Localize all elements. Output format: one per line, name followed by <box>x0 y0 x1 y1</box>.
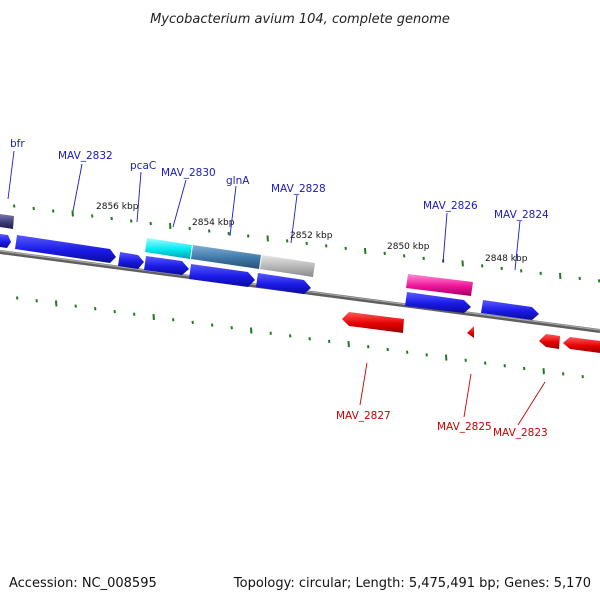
kbp-label: 2852 kbp <box>290 231 333 241</box>
kbp-label: 2856 kbp <box>96 202 139 212</box>
leader-line <box>442 212 448 264</box>
forward-gene-labels: bfr MAV_2832 pcaC MAV_2830 glnA MAV_2828… <box>10 138 549 221</box>
leader-line <box>229 185 237 237</box>
gene-label[interactable]: MAV_2823 <box>493 427 548 439</box>
gene-MAV_2826[interactable] <box>406 274 473 296</box>
gene-label[interactable]: MAV_2827 <box>336 410 391 422</box>
gene-label[interactable]: MAV_2825 <box>437 421 492 433</box>
gene-label[interactable]: MAV_2830 <box>161 167 216 179</box>
gene-arrow[interactable] <box>189 264 255 287</box>
gene-arrow[interactable] <box>256 273 311 294</box>
leader-line <box>7 150 15 200</box>
leader-line <box>172 179 187 228</box>
genome-summary-text: Topology: circular; Length: 5,475,491 bp… <box>233 576 591 591</box>
gene-label[interactable]: MAV_2824 <box>494 209 549 221</box>
map-title: Mycobacterium avium 104, complete genome <box>150 12 450 27</box>
gene-arrow-MAV_2823[interactable] <box>539 334 560 349</box>
gene-label[interactable]: glnA <box>226 175 250 187</box>
leader-line <box>463 373 472 418</box>
kbp-label: 2848 kbp <box>485 254 528 264</box>
gene-arrow[interactable] <box>405 292 471 313</box>
leader-line <box>359 362 368 406</box>
gene-arrow[interactable] <box>15 235 116 263</box>
accession-text: Accession: NC_008595 <box>9 576 157 591</box>
reverse-gene-labels: MAV_2827 MAV_2825 MAV_2823 <box>336 410 548 439</box>
gene-label[interactable]: pcaC <box>130 160 156 172</box>
leader-line <box>514 220 521 271</box>
forward-strand-features <box>0 214 473 296</box>
gene-MAV_2828[interactable] <box>260 255 315 277</box>
gene-arrow[interactable] <box>144 256 189 275</box>
leader-line <box>517 381 546 426</box>
gene-arrow-MAV_2825[interactable] <box>467 326 474 338</box>
leader-line <box>290 194 298 244</box>
leader-line <box>136 171 142 223</box>
gene-arrow-MAV_2827[interactable] <box>342 312 404 333</box>
reverse-leader-lines <box>359 362 546 426</box>
kbp-label: 2850 kbp <box>387 242 430 252</box>
gene-label[interactable]: MAV_2826 <box>423 200 478 212</box>
forward-leader-lines <box>7 150 521 271</box>
gene-label[interactable]: bfr <box>10 138 25 150</box>
kbp-label: 2854 kbp <box>192 218 235 228</box>
gene-bfr[interactable] <box>0 214 14 229</box>
gene-label[interactable]: MAV_2832 <box>58 150 113 162</box>
leader-line <box>72 163 83 212</box>
gene-arrow[interactable] <box>0 234 11 248</box>
gene-label[interactable]: MAV_2828 <box>271 183 326 195</box>
gene-arrow[interactable] <box>563 337 600 353</box>
reverse-strand-arrows <box>342 312 600 353</box>
gene-arrow[interactable] <box>481 300 539 320</box>
gene-arrow[interactable] <box>118 252 144 269</box>
gene-glnA[interactable] <box>191 245 261 269</box>
forward-strand-arrows <box>0 234 539 320</box>
inner-tick-row <box>16 296 584 379</box>
gene-pcaC[interactable] <box>145 238 192 259</box>
